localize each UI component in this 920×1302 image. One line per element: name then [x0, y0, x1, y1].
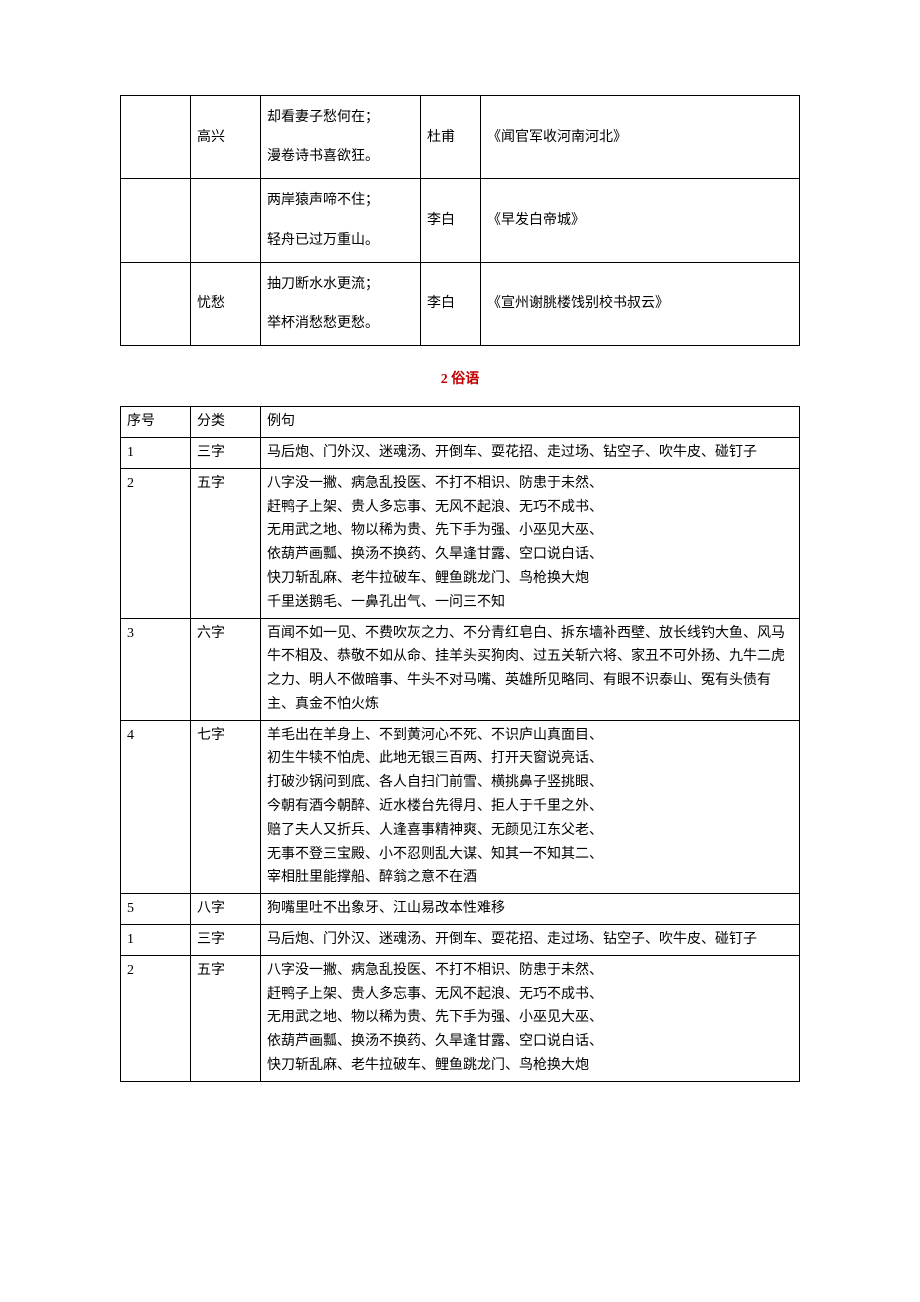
cell-source: 《闻官军收河南河北》 [481, 96, 800, 179]
table-row: 高兴 却看妻子愁何在；漫卷诗书喜欲狂。 杜甫 《闻官军收河南河北》 [121, 96, 800, 179]
table-row: 1 三字 马后炮、门外汉、迷魂汤、开倒车、耍花招、走过场、钻空子、吹牛皮、碰钉子 [121, 437, 800, 468]
cell-category: 五字 [191, 468, 261, 618]
cell-example: 马后炮、门外汉、迷魂汤、开倒车、耍花招、走过场、钻空子、吹牛皮、碰钉子 [261, 437, 800, 468]
cell-example: 羊毛出在羊身上、不到黄河心不死、不识庐山真面目、初生牛犊不怕虎、此地无银三百两、… [261, 720, 800, 894]
cell-category: 六字 [191, 618, 261, 720]
cell-category: 八字 [191, 894, 261, 925]
table-row: 3 六字 百闻不如一见、不费吹灰之力、不分青红皂白、拆东墙补西壁、放长线钓大鱼、… [121, 618, 800, 720]
idiom-table-body: 序号 分类 例句 1 三字 马后炮、门外汉、迷魂汤、开倒车、耍花招、走过场、钻空… [121, 407, 800, 1082]
cell-mood: 高兴 [191, 96, 261, 179]
cell-index: 2 [121, 468, 191, 618]
cell-blank [121, 262, 191, 345]
header-index: 序号 [121, 407, 191, 438]
cell-example: 百闻不如一见、不费吹灰之力、不分青红皂白、拆东墙补西壁、放长线钓大鱼、风马牛不相… [261, 618, 800, 720]
table-row: 2 五字 八字没一撇、病急乱投医、不打不相识、防患于未然、赶鸭子上架、贵人多忘事… [121, 955, 800, 1081]
cell-author: 李白 [421, 179, 481, 262]
table-header-row: 序号 分类 例句 [121, 407, 800, 438]
cell-source: 《宣州谢朓楼饯别校书叔云》 [481, 262, 800, 345]
header-example: 例句 [261, 407, 800, 438]
cell-mood [191, 179, 261, 262]
cell-mood: 忧愁 [191, 262, 261, 345]
cell-category: 七字 [191, 720, 261, 894]
cell-category: 三字 [191, 437, 261, 468]
cell-category: 三字 [191, 925, 261, 956]
cell-index: 4 [121, 720, 191, 894]
header-category: 分类 [191, 407, 261, 438]
cell-index: 1 [121, 437, 191, 468]
poetry-table: 高兴 却看妻子愁何在；漫卷诗书喜欲狂。 杜甫 《闻官军收河南河北》 两岸猿声啼不… [120, 95, 800, 346]
table-row: 2 五字 八字没一撇、病急乱投医、不打不相识、防患于未然、赶鸭子上架、贵人多忘事… [121, 468, 800, 618]
table-row: 1 三字 马后炮、门外汉、迷魂汤、开倒车、耍花招、走过场、钻空子、吹牛皮、碰钉子 [121, 925, 800, 956]
cell-index: 1 [121, 925, 191, 956]
poetry-table-body: 高兴 却看妻子愁何在；漫卷诗书喜欲狂。 杜甫 《闻官军收河南河北》 两岸猿声啼不… [121, 96, 800, 346]
cell-source: 《早发白帝城》 [481, 179, 800, 262]
cell-blank [121, 179, 191, 262]
cell-index: 5 [121, 894, 191, 925]
table-row: 两岸猿声啼不住；轻舟已过万重山。 李白 《早发白帝城》 [121, 179, 800, 262]
cell-example: 狗嘴里吐不出象牙、江山易改本性难移 [261, 894, 800, 925]
cell-example: 八字没一撇、病急乱投医、不打不相识、防患于未然、赶鸭子上架、贵人多忘事、无风不起… [261, 468, 800, 618]
cell-poem: 却看妻子愁何在；漫卷诗书喜欲狂。 [261, 96, 421, 179]
cell-blank [121, 96, 191, 179]
cell-index: 2 [121, 955, 191, 1081]
cell-author: 杜甫 [421, 96, 481, 179]
table-row: 4 七字 羊毛出在羊身上、不到黄河心不死、不识庐山真面目、初生牛犊不怕虎、此地无… [121, 720, 800, 894]
cell-category: 五字 [191, 955, 261, 1081]
cell-example: 马后炮、门外汉、迷魂汤、开倒车、耍花招、走过场、钻空子、吹牛皮、碰钉子 [261, 925, 800, 956]
table-row: 忧愁 抽刀断水水更流；举杯消愁愁更愁。 李白 《宣州谢朓楼饯别校书叔云》 [121, 262, 800, 345]
cell-example: 八字没一撇、病急乱投医、不打不相识、防患于未然、赶鸭子上架、贵人多忘事、无风不起… [261, 955, 800, 1081]
page: 高兴 却看妻子愁何在；漫卷诗书喜欲狂。 杜甫 《闻官军收河南河北》 两岸猿声啼不… [0, 0, 920, 1142]
cell-poem: 抽刀断水水更流；举杯消愁愁更愁。 [261, 262, 421, 345]
table-row: 5 八字 狗嘴里吐不出象牙、江山易改本性难移 [121, 894, 800, 925]
cell-poem: 两岸猿声啼不住；轻舟已过万重山。 [261, 179, 421, 262]
cell-index: 3 [121, 618, 191, 720]
cell-author: 李白 [421, 262, 481, 345]
section-title: 2 俗语 [120, 368, 800, 388]
idiom-table: 序号 分类 例句 1 三字 马后炮、门外汉、迷魂汤、开倒车、耍花招、走过场、钻空… [120, 406, 800, 1082]
